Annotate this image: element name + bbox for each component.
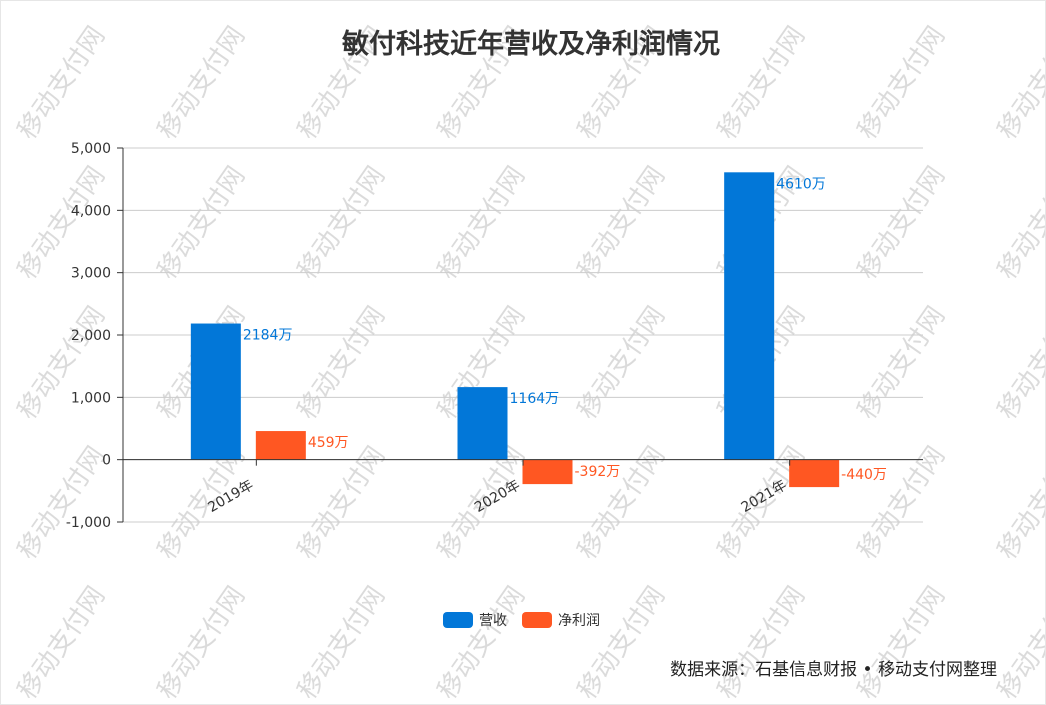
watermark-layer: 移动支付网 移动支付网 移动支付网 移动支付网 移动支付网 移动支付网 移动支付网 移动支付网… <box>12 21 1046 705</box>
watermark-text: 移动支付网 <box>572 161 671 285</box>
y-tick-label: 5,000 <box>71 141 111 157</box>
watermark-text: 移动支付网 <box>152 21 251 145</box>
watermark-text: 移动支付网 <box>12 441 111 565</box>
watermark-text: 移动支付网 <box>572 301 671 425</box>
watermark-text: 移动支付网 <box>12 301 111 425</box>
watermark-text: 移动支付网 <box>12 21 111 145</box>
watermark-text: 移动支付网 <box>992 301 1046 425</box>
watermark-text: 移动支付网 <box>712 21 811 145</box>
revenue-bar <box>190 323 241 460</box>
chart-title: 敏付科技近年营收及净利润情况 <box>341 28 720 60</box>
labels-layer: 2184万 459万 1164万 -392万 4610万 -440万 <box>243 176 887 483</box>
watermark-text: 移动支付网 <box>852 161 951 285</box>
watermark-text: 移动支付网 <box>292 581 391 705</box>
watermark-text: 移动支付网 <box>292 161 391 285</box>
watermark-text: 移动支付网 <box>572 581 671 705</box>
watermark-text: 移动支付网 <box>992 581 1046 705</box>
revenue-data-label: 1164万 <box>510 391 560 407</box>
bars-layer <box>190 172 840 488</box>
y-tick-label: 2,000 <box>71 328 111 344</box>
legend-label-profit[interactable]: 净利润 <box>558 613 600 629</box>
profit-data-label: -392万 <box>575 464 621 480</box>
legend-swatch-profit[interactable] <box>522 612 552 628</box>
revenue-bar <box>457 387 508 460</box>
watermark-text: 移动支付网 <box>992 161 1046 285</box>
y-tick-label: -1,000 <box>66 515 111 531</box>
profit-bar <box>522 459 573 485</box>
y-tick-label: 3,000 <box>71 266 111 282</box>
legend-label-revenue[interactable]: 营收 <box>479 613 507 629</box>
watermark-text: 移动支付网 <box>152 581 251 705</box>
source-note: 数据来源：石基信息财报 • 移动支付网整理 <box>670 660 997 680</box>
grid-layer <box>123 147 923 523</box>
watermark-text: 移动支付网 <box>992 21 1046 145</box>
revenue-bar <box>724 172 775 460</box>
y-tick-label: 0 <box>102 453 111 469</box>
profit-bar <box>255 431 306 460</box>
watermark-text: 移动支付网 <box>432 161 531 285</box>
watermark-text: 移动支付网 <box>852 21 951 145</box>
watermark-text: 移动支付网 <box>152 161 251 285</box>
watermark-text: 移动支付网 <box>852 301 951 425</box>
watermark-text: 移动支付网 <box>432 581 531 705</box>
watermark-text: 移动支付网 <box>852 581 951 705</box>
revenue-data-label: 4610万 <box>776 176 826 192</box>
y-tick-label: 1,000 <box>71 390 111 406</box>
profit-data-label: -440万 <box>841 467 887 483</box>
watermark-text: 移动支付网 <box>292 301 391 425</box>
revenue-data-label: 2184万 <box>243 328 293 344</box>
watermark-text: 移动支付网 <box>992 441 1046 565</box>
legend-swatch-revenue[interactable] <box>443 612 473 628</box>
y-tick-label: 4,000 <box>71 203 111 219</box>
watermark-text: 移动支付网 <box>12 581 111 705</box>
legend-layer: 营收 净利润 <box>443 612 600 629</box>
profit-data-label: 459万 <box>308 435 349 451</box>
watermark-text: 移动支付网 <box>712 581 811 705</box>
profit-bar <box>789 459 840 488</box>
